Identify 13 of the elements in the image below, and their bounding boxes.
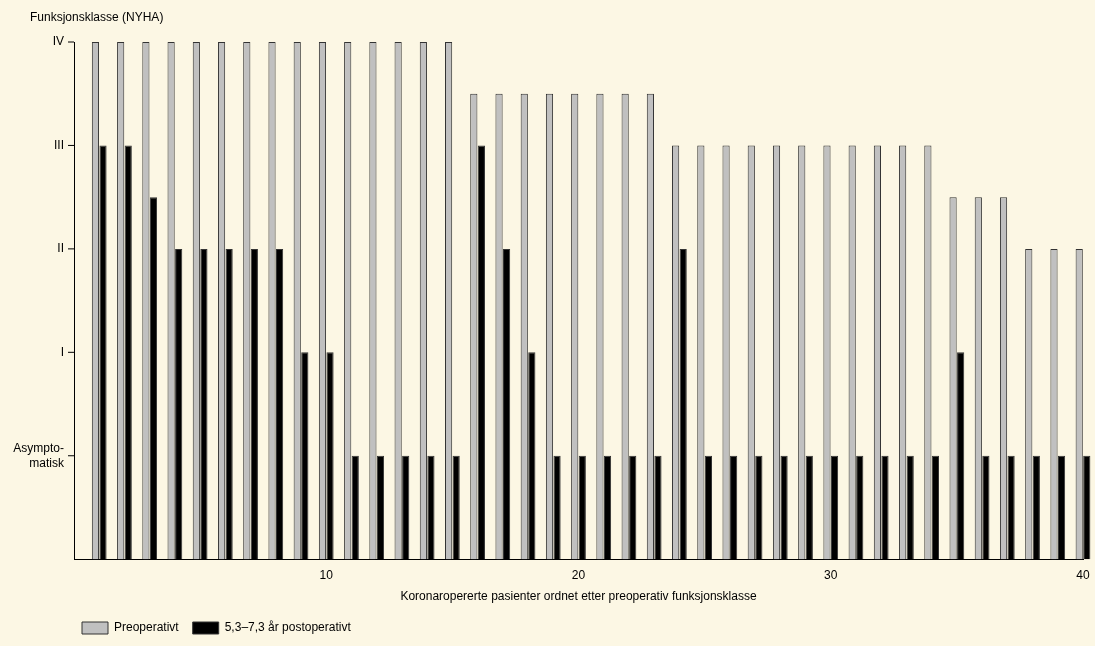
x-tick-label: 10 [319,567,334,582]
text: II [57,241,64,256]
x-tick-label: 30 [824,567,838,582]
text: I [60,344,64,359]
text: III [53,137,64,152]
legend-label: 5,3–7,3 år postoperativt [224,620,352,635]
x-tick-label: 20 [571,567,586,582]
legend-label: Preoperativt [114,620,180,635]
text: IV [52,34,64,49]
x-axis-title: Koronaropererte pasienter ordnet etter preoperativ funksjonsklasse [400,589,757,604]
y-axis-title: Funksjonsklasse (NYHA) [30,10,164,24]
x-tick-label: 40 [1076,567,1090,582]
text: Asympto- matisk [13,440,65,470]
